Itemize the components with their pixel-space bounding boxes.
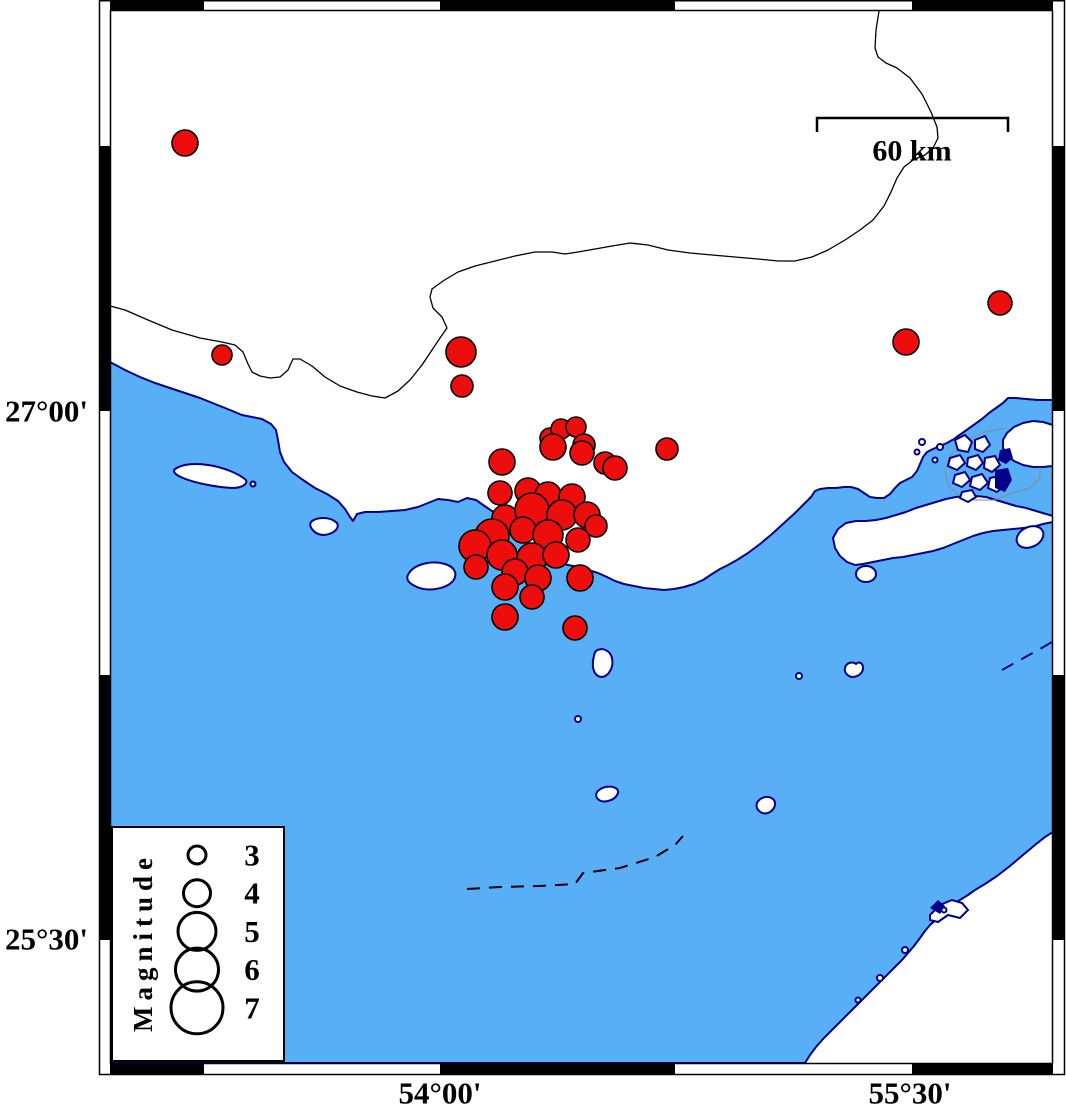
legend-magnitude-label: 5 <box>244 914 260 949</box>
island-b <box>309 517 339 536</box>
legend-title: Magnitude <box>128 852 158 1032</box>
earthquake-marker <box>602 455 628 481</box>
legend-magnitude-label: 6 <box>244 952 260 987</box>
axis-annotations: 27°00' 25°30' 54°00' 55°30' <box>5 394 952 1111</box>
maritime-boundary-dashed-east <box>1001 640 1053 671</box>
mangrove-islets <box>913 433 1013 504</box>
lagoon-detail <box>854 898 970 1004</box>
lat-label-27: 27°00' <box>5 394 88 429</box>
legend-magnitude-circle <box>182 878 212 909</box>
island-i <box>843 661 864 678</box>
earthquake-marker <box>488 448 516 476</box>
earthquake-marker <box>987 290 1013 316</box>
scale-bar-label: 60 km <box>872 135 951 168</box>
maritime-boundary-dashed-west <box>466 835 684 890</box>
earthquake-marker <box>519 584 545 610</box>
earthquake-marker <box>562 615 588 641</box>
island-c <box>406 561 457 591</box>
islands <box>173 463 1045 815</box>
lon-label-54: 54°00' <box>398 1076 481 1111</box>
long-island <box>832 495 1053 566</box>
earthquake-marker <box>566 564 594 592</box>
legend-magnitude-label: 7 <box>244 990 260 1025</box>
map-frame <box>98 0 1066 1076</box>
earthquake-marker <box>569 440 595 466</box>
earthquake-marker <box>491 573 519 601</box>
earthquake-marker <box>509 516 537 544</box>
earthquake-marker <box>542 541 570 569</box>
frame-outer-line <box>98 0 1066 1076</box>
legend-box <box>111 826 285 1062</box>
earthquake-marker <box>171 129 199 157</box>
legend-magnitude-label: 4 <box>244 876 260 911</box>
legend-magnitude-circle <box>169 980 225 1036</box>
earthquake-marker <box>539 433 567 461</box>
earthquake-marker <box>584 514 608 538</box>
legend-magnitude-circle <box>176 910 218 952</box>
earthquake-marker <box>892 328 920 356</box>
legend-magnitude-label: 3 <box>244 838 260 873</box>
west-island <box>173 463 248 489</box>
earthquake-marker <box>565 527 591 553</box>
lat-label-2530: 25°30' <box>5 922 88 957</box>
larak-island <box>1015 525 1045 549</box>
earthquake-marker <box>463 554 489 580</box>
earthquake-marker <box>445 336 477 368</box>
earthquake-marker <box>450 374 474 398</box>
frame-black-segments <box>99 1 1064 1074</box>
legend-magnitude-circle <box>174 946 220 993</box>
earthquake-marker <box>211 344 233 366</box>
earthquake-marker <box>487 480 513 506</box>
earthquake-marker <box>655 437 679 461</box>
west-islet <box>249 480 257 488</box>
hengam-island <box>855 565 877 583</box>
earthquake-marker <box>491 603 519 631</box>
frame-inner-line <box>109 9 1054 1065</box>
island-f <box>595 785 619 803</box>
scale-bar: 60 km <box>815 116 1010 168</box>
lon-label-5530: 55°30' <box>868 1076 951 1111</box>
earthquake-markers <box>171 129 1013 641</box>
islet-h <box>795 672 803 680</box>
island-d <box>591 648 614 678</box>
legend-magnitude-circle <box>186 844 208 866</box>
islet-e <box>574 715 582 723</box>
political-border-line <box>110 11 939 399</box>
island-g <box>755 795 777 815</box>
scale-bar-line <box>815 116 1010 132</box>
